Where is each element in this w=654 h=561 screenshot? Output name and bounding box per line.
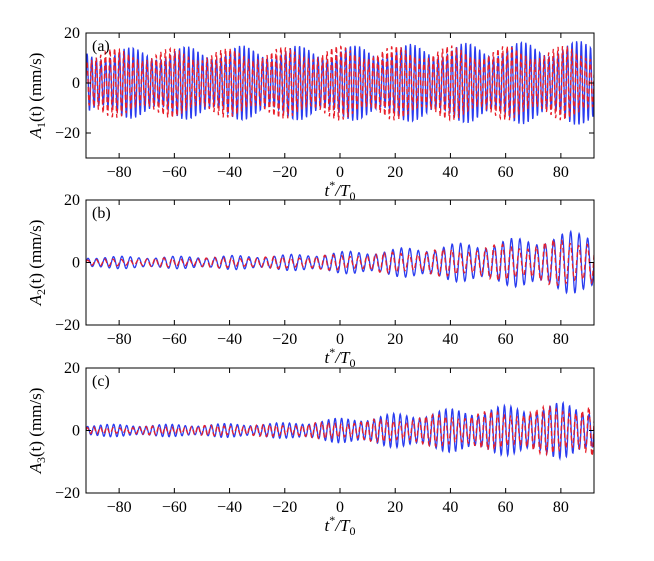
x-tick-label: 0 <box>336 499 344 516</box>
y-tick-label: 0 <box>72 75 80 92</box>
x-tick-label: −40 <box>217 499 242 516</box>
x-tick-label: 40 <box>442 164 458 181</box>
y-axis-label: A2(t) (mm/s) <box>26 220 48 307</box>
x-tick-label: 80 <box>553 164 569 181</box>
x-tick-label: −20 <box>272 331 297 348</box>
x-axis-label: t*/T0 <box>325 513 356 538</box>
y-axis-symbol: A <box>26 462 45 474</box>
x-axis-symbol: t <box>325 181 331 200</box>
x-tick-label: 20 <box>387 499 403 516</box>
panel-label: (a) <box>92 38 110 55</box>
x-tick-label: 60 <box>498 499 514 516</box>
x-axis-subscript: 0 <box>349 189 355 203</box>
x-tick-label: 0 <box>336 164 344 181</box>
x-tick-label: 40 <box>442 331 458 348</box>
x-tick-label: −20 <box>272 164 297 181</box>
panel-label: (b) <box>92 205 111 222</box>
y-axis-units: (t) (mm/s) <box>26 53 45 122</box>
x-tick-label: 0 <box>336 331 344 348</box>
x-tick-label: −40 <box>217 331 242 348</box>
y-tick-label: 0 <box>72 255 80 272</box>
y-tick-label: −20 <box>55 125 80 142</box>
series-line-red-dashed <box>86 45 594 122</box>
x-tick-label: 60 <box>498 164 514 181</box>
y-axis-subscript: 1 <box>34 122 48 128</box>
y-axis-subscript: 2 <box>34 289 48 295</box>
x-tick-label: −80 <box>107 331 132 348</box>
panel-2: −80 −60 −40 −20 0 20 40 60 80 −20 0 20 (c) A3(t) (mm/… <box>26 360 595 538</box>
x-tick-label: 60 <box>498 331 514 348</box>
x-axis-divisor: /T <box>334 516 351 535</box>
x-axis-divisor: /T <box>334 181 351 200</box>
x-axis-subscript: 0 <box>349 524 355 538</box>
x-tick-label: −60 <box>162 499 187 516</box>
x-axis-superscript: * <box>329 178 335 192</box>
x-axis-superscript: * <box>329 513 335 527</box>
x-tick-label: −80 <box>107 499 132 516</box>
y-axis-label: A3(t) (mm/s) <box>26 388 48 475</box>
x-axis-label: t*/T0 <box>325 345 356 370</box>
y-tick-label: 20 <box>64 25 80 42</box>
x-axis-subscript: 0 <box>349 356 355 370</box>
x-axis-label: t*/T0 <box>325 178 356 203</box>
y-axis-symbol: A <box>26 294 45 306</box>
y-axis-subscript: 3 <box>34 457 48 463</box>
panel-0: −80 −60 −40 −20 0 20 40 60 80 −20 0 20 (a) A1(t) (mm/… <box>26 25 595 203</box>
y-tick-label: 0 <box>72 423 80 440</box>
x-tick-label: −20 <box>272 499 297 516</box>
y-tick-label: −20 <box>55 317 80 334</box>
x-axis-symbol: t <box>325 348 331 367</box>
y-tick-label: 20 <box>64 192 80 209</box>
series-line-red-dashed <box>86 238 594 286</box>
y-tick-label: 20 <box>64 360 80 377</box>
x-axis-divisor: /T <box>334 348 351 367</box>
x-tick-label: 20 <box>387 331 403 348</box>
x-tick-label: 20 <box>387 164 403 181</box>
y-axis-units: (t) (mm/s) <box>26 220 45 289</box>
x-tick-label: 80 <box>553 499 569 516</box>
x-tick-label: −80 <box>107 164 132 181</box>
x-axis-symbol: t <box>325 516 331 535</box>
y-axis-symbol: A <box>26 127 45 139</box>
series-line-blue-solid <box>86 400 594 462</box>
x-tick-label: −60 <box>162 164 187 181</box>
x-axis-superscript: * <box>329 345 335 359</box>
series-line-red-dashed <box>86 404 594 457</box>
x-tick-label: −40 <box>217 164 242 181</box>
x-tick-label: −60 <box>162 331 187 348</box>
panel-label: (c) <box>92 373 110 390</box>
x-tick-label: 80 <box>553 331 569 348</box>
y-tick-label: −20 <box>55 485 80 502</box>
y-axis-label: A1(t) (mm/s) <box>26 53 48 140</box>
x-tick-label: 40 <box>442 499 458 516</box>
y-axis-units: (t) (mm/s) <box>26 388 45 457</box>
